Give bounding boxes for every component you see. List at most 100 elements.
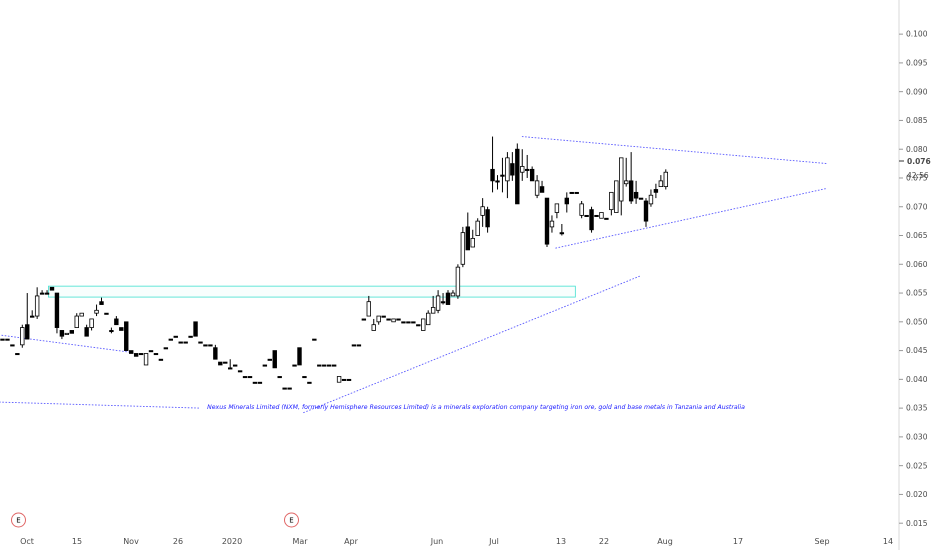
candle (277, 376, 282, 379)
candle (208, 344, 213, 347)
candle (411, 321, 416, 324)
candle (406, 321, 411, 324)
candle (39, 290, 45, 295)
candle-body (322, 364, 327, 367)
candle (79, 312, 84, 317)
y-tick-label: 0.080 (906, 145, 928, 154)
y-tick-label: 0.015 (906, 519, 928, 528)
y-axis[interactable]: 0.015 0.020 0.025 0.030 0.035 0.040 0.045 0.050… (898, 0, 928, 550)
candle (272, 350, 277, 369)
candle-body (653, 189, 659, 193)
candle (49, 286, 55, 291)
candle (109, 327, 114, 334)
x-tick-label: Oct (20, 537, 34, 546)
candle-body (267, 358, 272, 361)
candle-body (515, 148, 520, 205)
candle-body (440, 301, 446, 304)
candle-body (505, 157, 510, 182)
candle-body (272, 350, 277, 369)
candle (29, 310, 35, 318)
candle-body (79, 312, 84, 317)
candle (20, 324, 25, 348)
candle (282, 387, 287, 390)
candlesticks (0, 136, 668, 390)
candle (287, 387, 292, 390)
candle-body (64, 332, 70, 335)
candle (188, 335, 193, 338)
candle (460, 226, 466, 268)
candle (178, 341, 183, 344)
candle-body (292, 364, 297, 367)
candle (317, 364, 322, 367)
y-tick-label: 0.065 (906, 231, 928, 240)
candle-body (425, 312, 431, 326)
candle-body (178, 341, 183, 344)
candle-body (529, 168, 535, 182)
candle (54, 292, 60, 334)
x-axis[interactable]: Oct 15 Nov 26 2020 Mar Apr Jun Jul 13 22 Aug 17 Sep 14 (20, 537, 893, 546)
candle (490, 136, 495, 193)
candle-body (20, 327, 25, 346)
candle (440, 293, 446, 305)
earnings-marker[interactable]: E (284, 512, 299, 528)
candle-body (312, 338, 317, 341)
candle (336, 376, 342, 383)
candle (525, 154, 530, 178)
candle-body (619, 157, 624, 202)
candle (5, 338, 10, 341)
earnings-marker[interactable]: E (11, 512, 26, 528)
trendline (521, 136, 828, 165)
candle (252, 381, 258, 384)
candle-body (430, 307, 436, 314)
candle (604, 217, 609, 220)
candle-body (89, 318, 94, 328)
candle-body (554, 203, 560, 213)
candle-body (495, 180, 500, 183)
y-tick-label: 0.100 (906, 30, 928, 39)
trendline (0, 401, 201, 409)
candle-body (465, 226, 470, 251)
candle-body (480, 206, 485, 216)
earnings-marker-label: E (289, 517, 293, 525)
candle (594, 214, 599, 217)
candle (520, 149, 525, 181)
candle-body (346, 378, 352, 381)
candle-body (411, 321, 416, 324)
x-tick-label: Sep (814, 537, 829, 546)
candle (153, 353, 159, 356)
candle-body (421, 318, 426, 331)
candle-body (277, 376, 282, 379)
candle-body (599, 212, 604, 219)
candle-body (25, 324, 30, 340)
candle-body (341, 378, 347, 381)
candle-body (262, 364, 268, 367)
x-tick-label: 26 (173, 537, 183, 546)
candle-body (594, 214, 599, 217)
candle-body (460, 232, 466, 265)
candle-body (54, 292, 60, 328)
candle-body (213, 347, 218, 360)
candle-body (658, 180, 664, 188)
candle (59, 330, 65, 340)
candle (396, 318, 401, 321)
candle-body (49, 286, 55, 291)
candle-body (173, 335, 178, 338)
candle (648, 189, 654, 207)
x-tick-label: Nov (123, 537, 139, 546)
candle-body (381, 315, 386, 318)
candle (505, 152, 510, 199)
candle-body (525, 168, 530, 171)
x-tick-label: Apr (344, 537, 359, 546)
candle-body (29, 315, 35, 318)
candle (341, 378, 347, 381)
candle (465, 212, 470, 251)
candle (223, 361, 228, 364)
candle-body (386, 318, 391, 321)
candle (495, 175, 500, 190)
x-tick-label: Mar (292, 537, 308, 546)
candle (302, 376, 307, 379)
candle-body (69, 330, 74, 334)
candle-body (450, 292, 456, 297)
